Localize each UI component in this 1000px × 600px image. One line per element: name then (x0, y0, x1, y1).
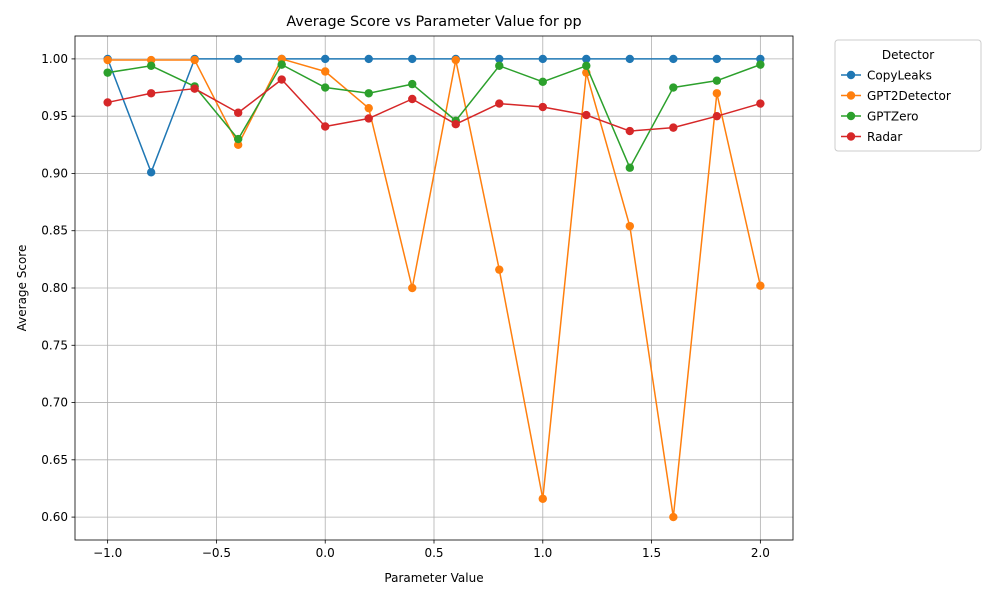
data-point-radar (625, 126, 635, 136)
data-point-gptzero (669, 83, 678, 92)
data-point-gptzero (495, 61, 504, 70)
data-point-gpt2detector (495, 265, 504, 274)
legend-frame (834, 39, 982, 152)
data-point-gpt2detector (756, 281, 765, 290)
data-point-radar (538, 102, 547, 112)
data-point-copyleaks (146, 168, 156, 177)
x-tick-label: 1.0 (533, 546, 552, 560)
data-point-gpt2detector (625, 221, 635, 231)
y-tick-label: 0.95 (41, 109, 68, 123)
series-line-copyleaks (106, 58, 761, 174)
data-point-gptzero (408, 79, 417, 89)
plot-area: −1.0 −0.5 0.0 0.5 1.0 1.5 2.0 0.60 0.65 0.70 0.75 0… (41, 35, 794, 560)
data-point-gpt2detector (669, 512, 678, 522)
chart-title: Average Score vs Parameter Value for pp (286, 14, 581, 30)
legend-label-radar: Radar (867, 130, 902, 144)
legend-label-gptzero: GPTZero (867, 110, 918, 124)
series-line-gpt2detector (107, 58, 762, 518)
data-point-gptzero (538, 77, 547, 87)
data-point-radar (408, 94, 417, 104)
legend: Detector CopyLeaks GPT2Detector GPTZero Rad… (834, 39, 982, 152)
data-point-radar (669, 123, 678, 132)
data-point-radar (582, 110, 591, 120)
data-point-gptzero (756, 60, 765, 69)
data-point-gpt2detector (364, 103, 373, 113)
y-tick-label: 0.75 (41, 338, 68, 352)
legend-marker-copyleaks (846, 70, 856, 80)
data-point-gpt2detector (190, 55, 199, 65)
data-point-gptzero (277, 60, 286, 69)
x-tick-label: 0.0 (316, 546, 335, 560)
data-point-radar (233, 108, 243, 117)
data-point-copyleaks (495, 54, 504, 64)
legend-marker-gpt2detector (846, 91, 856, 100)
legend-label-gpt2detector: GPT2Detector (867, 89, 951, 103)
y-tick-label: 0.80 (41, 281, 68, 295)
data-point-copyleaks (582, 54, 591, 64)
data-point-copyleaks (321, 54, 330, 64)
y-tick-label: 0.65 (41, 453, 68, 467)
series-line-radar (107, 78, 761, 132)
data-point-radar (495, 99, 504, 108)
x-tick-label: 0.5 (424, 546, 443, 560)
data-point-gptzero (233, 134, 243, 144)
data-point-radar (277, 75, 286, 84)
data-point-gpt2detector (103, 55, 112, 65)
x-tick-label: −1.0 (93, 546, 122, 560)
data-point-radar (321, 122, 330, 131)
data-point-radar (364, 114, 373, 123)
data-point-gpt2detector (451, 55, 460, 65)
y-tick-label: 0.85 (41, 224, 68, 238)
data-point-radar (190, 84, 199, 93)
x-tick-label: 1.5 (642, 546, 661, 560)
legend-title: Detector (882, 48, 934, 62)
x-tick-label: −0.5 (202, 546, 231, 560)
y-tick-label: 0.70 (41, 396, 68, 410)
data-point-radar (103, 98, 112, 107)
x-tick-label: 2.0 (751, 546, 770, 560)
data-point-radar (451, 120, 460, 129)
data-point-copyleaks (669, 54, 678, 64)
data-point-copyleaks (538, 54, 547, 64)
data-point-radar (712, 111, 722, 121)
data-point-gptzero (582, 61, 591, 70)
y-axis-title: Average Score (15, 245, 29, 332)
legend-marker-gptzero (846, 111, 856, 121)
y-tick-label: 1.00 (41, 52, 68, 66)
data-point-copyleaks (233, 54, 243, 64)
data-point-gptzero (625, 163, 635, 172)
legend-marker-radar (846, 132, 856, 141)
data-point-gpt2detector (321, 67, 330, 76)
data-point-copyleaks (712, 54, 722, 64)
data-point-gptzero (321, 83, 330, 92)
data-point-gptzero (712, 76, 722, 85)
data-point-gpt2detector (538, 494, 547, 503)
y-tick-label: 0.90 (41, 166, 68, 180)
data-point-copyleaks (408, 54, 417, 64)
series-line-gptzero (107, 63, 761, 169)
data-point-gptzero (103, 68, 112, 77)
data-point-gptzero (364, 89, 373, 98)
x-axis-title: Parameter Value (384, 571, 483, 585)
data-point-gpt2detector (408, 283, 417, 293)
data-point-radar (756, 99, 765, 108)
data-point-gpt2detector (712, 89, 722, 98)
legend-label-copyleaks: CopyLeaks (867, 69, 932, 83)
data-point-copyleaks (625, 54, 635, 64)
data-point-radar (146, 89, 156, 98)
y-tick-label: 0.60 (41, 510, 68, 524)
data-point-gptzero (146, 61, 156, 70)
data-point-copyleaks (364, 54, 373, 64)
